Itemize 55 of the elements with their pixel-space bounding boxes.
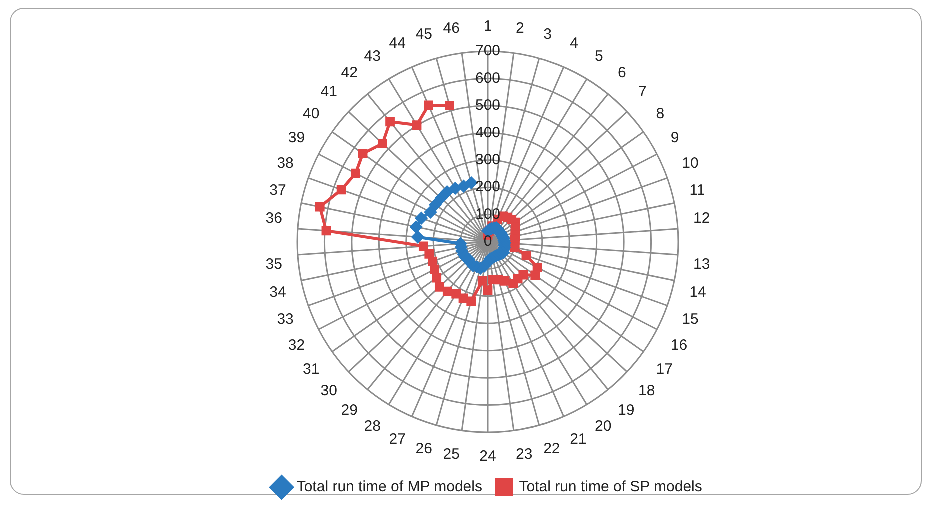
spoke-label: 22	[544, 440, 560, 458]
spoke-label: 13	[694, 256, 710, 274]
spoke-label: 10	[682, 155, 699, 172]
y-tick-label: 100	[475, 206, 501, 223]
spoke-label: 7	[638, 84, 647, 101]
spoke-label: 11	[690, 182, 706, 200]
spoke-label: 4	[570, 35, 578, 52]
spoke-label: 17	[656, 360, 673, 378]
spoke-label: 42	[341, 64, 358, 82]
spoke-label: 45	[416, 26, 432, 43]
spoke-label: 32	[288, 336, 306, 354]
spoke-label: 15	[682, 311, 699, 328]
spoke-label: 19	[618, 402, 635, 419]
y-tick-label: 400	[475, 124, 501, 142]
spoke-label: 38	[277, 155, 294, 172]
spoke-label: 1	[484, 18, 492, 36]
spoke-label: 12	[694, 210, 710, 228]
spoke-label: 5	[595, 48, 604, 66]
spoke-label: 30	[320, 382, 338, 400]
spoke-label: 37	[270, 182, 286, 200]
spoke-label: 16	[670, 336, 688, 354]
spoke-label: 36	[266, 210, 282, 228]
spoke-label: 21	[570, 431, 587, 448]
spoke-label: 2	[516, 20, 524, 38]
spoke-label: 29	[341, 402, 358, 419]
y-tick-label: 600	[475, 70, 501, 87]
spoke-label: 26	[416, 440, 432, 458]
y-tick-label: 500	[475, 97, 501, 114]
legend-label: Total run time of MP models	[296, 478, 482, 496]
spoke-label: 35	[266, 256, 282, 274]
spoke-label: 41	[320, 84, 338, 101]
spoke-label: 14	[690, 284, 706, 302]
spoke-label: 46	[443, 20, 460, 38]
spoke-label: 3	[544, 26, 552, 43]
spoke-label: 43	[364, 48, 381, 66]
spoke-label: 23	[516, 446, 533, 464]
y-tick-label: 700	[475, 42, 501, 60]
spoke-label: 27	[389, 431, 406, 448]
spoke-label: 9	[670, 129, 680, 146]
spoke-label: 33	[277, 311, 294, 328]
spoke-label: 18	[638, 382, 656, 400]
spoke-label: 28	[364, 418, 381, 436]
spoke-label: 34	[270, 284, 286, 302]
spoke-label: 8	[656, 105, 665, 122]
spoke-label: 24	[480, 448, 496, 466]
spoke-label: 39	[288, 129, 306, 146]
y-tick-label: 200	[475, 178, 501, 196]
legend-label: Total run time of SP models	[519, 478, 702, 496]
spoke-label: 6	[618, 64, 626, 82]
spoke-label: 25	[443, 446, 460, 464]
y-tick-label: 300	[475, 152, 501, 168]
spoke-label: 40	[303, 105, 320, 122]
spoke-label: 20	[595, 418, 612, 436]
spoke-label: 31	[303, 360, 320, 378]
spoke-label: 44	[389, 35, 406, 52]
